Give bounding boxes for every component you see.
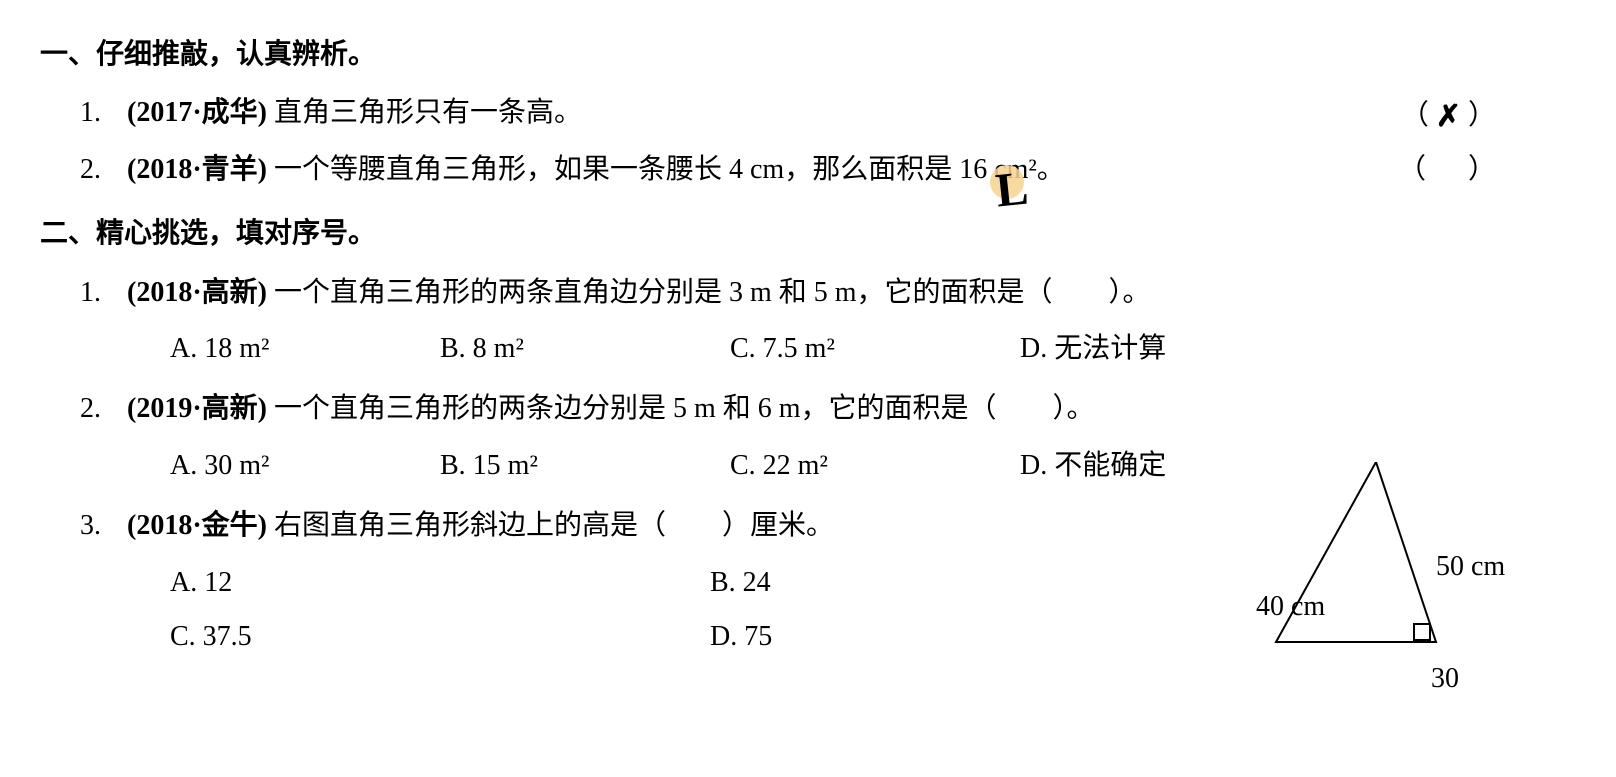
paren-close: ） — [1468, 154, 1496, 185]
handwritten-x-mark: ✗ — [1436, 90, 1461, 144]
s2-q2-num: 2. — [80, 384, 120, 434]
paren-open: （ — [1401, 100, 1429, 131]
triangle-label-50: 50 cm — [1436, 542, 1505, 592]
s2-q3-optC: C. 37.5 — [170, 612, 710, 662]
s1-q1-num: 1. — [80, 88, 120, 138]
paren-open: （ — [1398, 154, 1426, 185]
s2-q2-text: 一个直角三角形的两条边分别是 5 m 和 6 m，它的面积是（ ）。 — [274, 393, 1095, 424]
s2-q1-text: 一个直角三角形的两条直角边分别是 3 m 和 5 m，它的面积是（ ）。 — [274, 277, 1151, 308]
s2-q1-optC: C. 7.5 m² — [730, 324, 1010, 374]
paren-close: ） — [1468, 100, 1496, 131]
s1-q2-source: (2018·青羊) — [127, 154, 267, 185]
triangle-label-40: 40 cm — [1256, 582, 1325, 632]
s2-q2-optD: D. 不能确定 — [1020, 441, 1280, 491]
section2-title: 二、精心挑选，填对序号。 — [40, 209, 1576, 259]
s2-q2-optC: C. 22 m² — [730, 441, 1010, 491]
s1-q1: 1. (2017·成华) 直角三角形只有一条高。 （ ✗ ） — [40, 88, 1576, 138]
s2-q3-source: (2018·金牛) — [127, 510, 267, 541]
s1-q1-answer-slot: （ ✗ ） — [1401, 88, 1496, 142]
s2-q1-source: (2018·高新) — [127, 277, 267, 308]
s1-q1-source: (2017·成华) — [127, 97, 267, 128]
s2-q1-options: A. 18 m² B. 8 m² C. 7.5 m² D. 无法计算 — [40, 324, 1576, 374]
s1-q2-num: 2. — [80, 145, 120, 195]
s2-q1-num: 1. — [80, 268, 120, 318]
triangle-figure: 40 cm 50 cm 30 — [1256, 462, 1516, 672]
s2-q2-optA: A. 30 m² — [170, 441, 430, 491]
s2-q3-wrap: 3. (2018·金牛) 右图直角三角形斜边上的高是（ ）厘米。 A. 12 B… — [40, 501, 1576, 662]
s2-q2: 2. (2019·高新) 一个直角三角形的两条边分别是 5 m 和 6 m，它的… — [40, 384, 1576, 434]
s2-q2-source: (2019·高新) — [127, 393, 267, 424]
s1-q2: 2. (2018·青羊) 一个等腰直角三角形，如果一条腰长 4 cm，那么面积是… — [40, 145, 1576, 195]
s1-q1-text: 直角三角形只有一条高。 — [274, 97, 582, 128]
s2-q1-optB: B. 8 m² — [440, 324, 720, 374]
s1-q2-text: 一个等腰直角三角形，如果一条腰长 4 cm，那么面积是 16 cm²。 — [274, 154, 1065, 185]
right-angle-marker — [1414, 624, 1430, 640]
worksheet-content: 一、仔细推敲，认真辨析。 1. (2017·成华) 直角三角形只有一条高。 （ … — [40, 30, 1576, 662]
s2-q3-optB: B. 24 — [710, 558, 1250, 608]
s2-q1-optD: D. 无法计算 — [1020, 324, 1280, 374]
s1-q2-answer-slot: （ ） — [1398, 145, 1496, 195]
s2-q3-num: 3. — [80, 501, 120, 551]
s2-q3-optA: A. 12 — [170, 558, 710, 608]
s2-q1-optA: A. 18 m² — [170, 324, 430, 374]
s2-q3-text: 右图直角三角形斜边上的高是（ ）厘米。 — [274, 510, 834, 541]
triangle-label-30: 30 — [1431, 654, 1459, 704]
s2-q2-optB: B. 15 m² — [440, 441, 720, 491]
s2-q1: 1. (2018·高新) 一个直角三角形的两条直角边分别是 3 m 和 5 m，… — [40, 268, 1576, 318]
s2-q3-optD: D. 75 — [710, 612, 1250, 662]
section1-title: 一、仔细推敲，认真辨析。 — [40, 30, 1576, 80]
